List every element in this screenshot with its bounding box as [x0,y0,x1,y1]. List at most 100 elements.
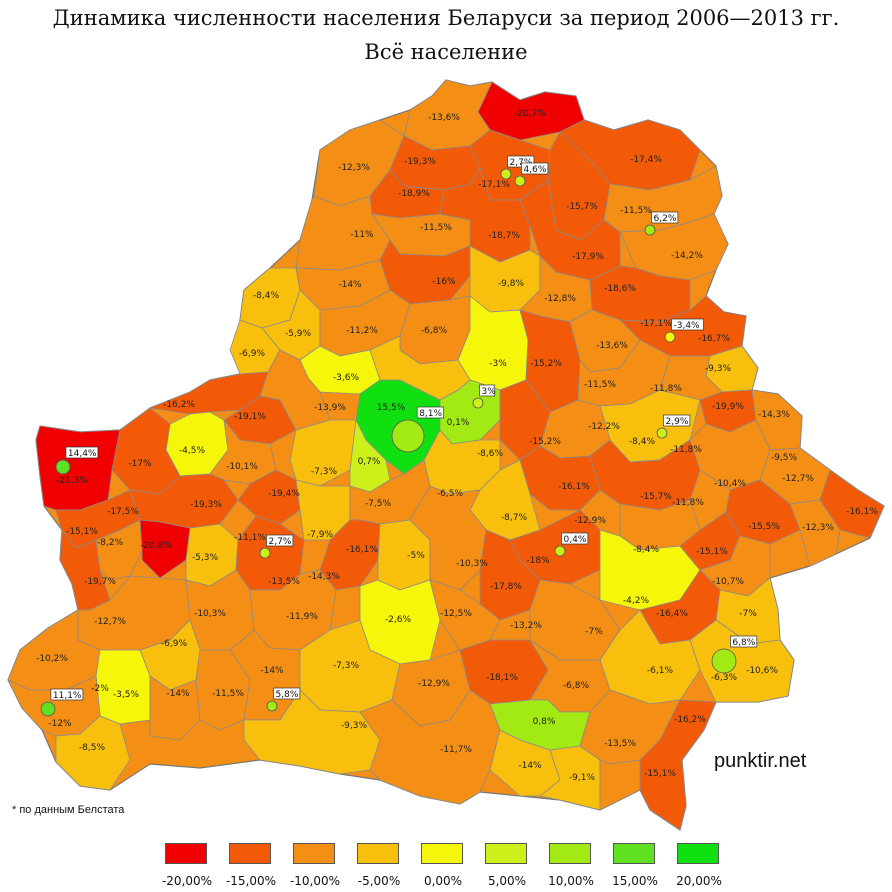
district-value-label: -12,3% [338,163,370,173]
city-value-label: 5,8% [276,690,299,700]
region-novogrudok [237,469,301,525]
city-value-label: 2,9% [666,417,689,427]
region-gomel [689,619,795,703]
district-value-label: -10,1% [226,462,258,472]
legend-label: 15,00% [612,874,658,888]
city-value-label: 14,4% [68,449,97,459]
district-value-label: -2,6% [385,615,412,625]
district-value-label: -3,6% [333,373,360,383]
city-value-box: 2,9% [663,414,691,427]
legend-swatch [229,843,271,864]
district-value-label: -5,3% [192,553,219,563]
district-value-label: -8,5% [79,743,106,753]
district-value-label: -12% [48,719,72,729]
city-value-label: 2,7% [269,537,292,547]
legend-label: 10,00% [548,874,594,888]
district-value-label: -12,3% [802,523,834,533]
district-value-label: -9,3% [705,364,732,374]
region-zelva [95,519,143,581]
city-value-box: 6,2% [651,211,679,224]
district-value-label: -10,4% [714,479,746,489]
district-value-label: -7,9% [307,530,334,540]
city-circle [55,459,71,475]
district-value-label: -6,9% [161,639,188,649]
legend-label: -5,00% [357,874,401,888]
city-value-box: -3,4% [671,318,704,331]
city-circle [259,547,271,559]
district-value-label: -7% [585,627,603,637]
district-value-label: -6,5% [437,489,464,499]
legend-swatch [613,843,655,864]
district-value-label: -17,4% [630,155,662,165]
district-value-label: -11,5% [620,206,652,216]
district-value-label: -16,7% [698,334,730,344]
district-value-label: -7,3% [311,467,338,477]
city-marker: -3,4% [664,318,704,343]
region-kobrin [149,675,201,741]
district-value-label: -13,6% [428,113,460,123]
district-value-label: -19,4% [268,489,300,499]
legend-swatch [677,843,719,864]
map-subtitle: Всё население [364,40,528,64]
legend-swatch [549,843,591,864]
city-marker: 2,7% [259,534,294,559]
district-value-label: -15,2% [529,437,561,447]
city-marker: 6,2% [644,211,679,236]
district-value-label: -12,9% [418,679,450,689]
region-dyatlovo-red [139,519,191,579]
district-value-label: -11,8% [672,498,704,508]
district-value-label: -11,7% [440,745,472,755]
source-note: * по данным Белстата [12,804,125,816]
district-value-label: -11,5% [584,380,616,390]
city-value-label: 4,6% [524,165,547,175]
district-value-label: -12,7% [94,617,126,627]
region-volkovysk-west [59,528,111,611]
district-value-label: -2% [91,684,109,694]
district-value-label: -16,4% [656,609,688,619]
region-soligorsk [429,579,501,651]
district-value-label: -15,1% [66,527,98,537]
city-value-box: 11,1% [50,688,84,701]
city-value-label: 3% [482,387,497,397]
city-marker: 4,6% [514,162,549,187]
district-value-label: -13,5% [604,739,636,749]
city-circle [664,331,676,343]
city-circle [472,397,484,409]
map-title: Динамика численности населения Беларуси … [52,6,840,30]
district-value-label: -16,2% [674,715,706,725]
district-value-label: -14% [260,666,284,676]
legend-label: 5,00% [487,874,527,888]
district-value-label: -7% [739,609,757,619]
district-value-label: -17,9% [572,252,604,262]
district-value-label: -18% [526,556,550,566]
district-value-label: -10,6% [746,666,778,676]
district-value-label: -16,1% [346,545,378,555]
city-circle [40,701,56,717]
region-borisov [369,335,471,401]
region-malorita [55,715,131,791]
district-value-label: -6,1% [647,666,674,676]
district-value-label: -8,4% [253,291,280,301]
city-value-box: 0,4% [561,532,589,545]
legend-swatch [165,843,207,864]
district-value-label: -18,9% [398,189,430,199]
district-value-label: -21,3% [56,476,88,486]
district-value-label: -18,6% [604,284,636,294]
city-circle [656,427,668,439]
district-value-label: -8,2% [97,538,124,548]
district-value-label: -11,5% [420,223,452,233]
city-value-label: 11,1% [53,691,82,701]
district-value-label: -12,2% [588,422,620,432]
district-value-label: -7,3% [333,661,360,671]
city-value-label: 6,8% [732,638,755,648]
district-value-label: -11,1% [234,533,266,543]
district-value-label: -18,7% [488,231,520,241]
district-value-label: -14% [338,280,362,290]
district-value-label: -19,7% [84,577,116,587]
city-circle [514,175,526,187]
district-value-label: 0,7% [358,457,381,467]
legend-label: -10,00% [289,874,341,888]
city-value-label: 8,1% [419,409,442,419]
city-marker: 14,4% [55,446,99,475]
